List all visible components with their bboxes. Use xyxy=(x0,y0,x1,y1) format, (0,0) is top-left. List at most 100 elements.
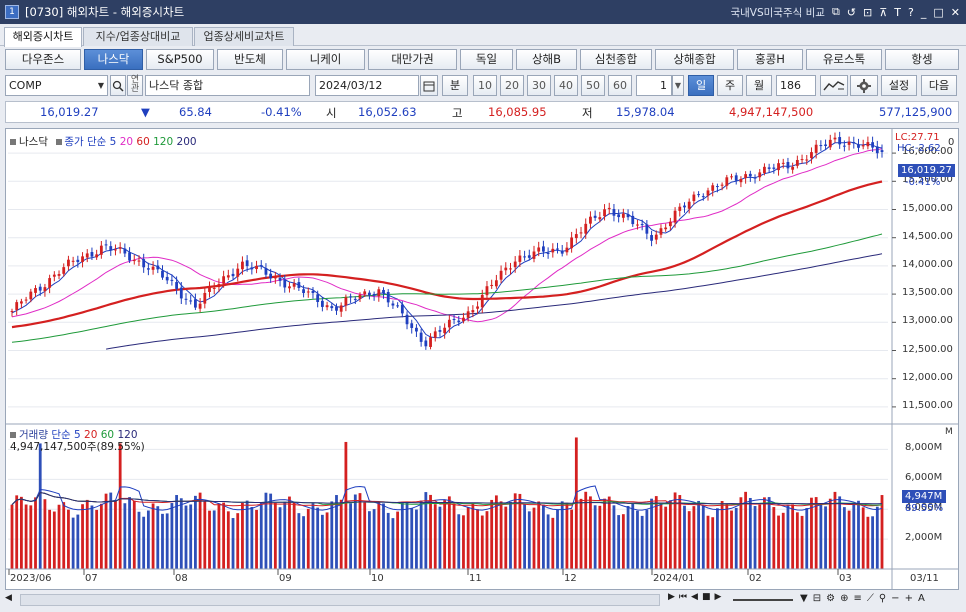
link-icon[interactable]: ⧉ xyxy=(831,5,840,18)
volume-ma-5-line xyxy=(11,485,883,511)
search-button[interactable] xyxy=(110,75,126,96)
market-button-dow[interactable]: 다우존스 xyxy=(5,49,81,70)
market-button-nikkei[interactable]: 니케이 xyxy=(286,49,365,70)
tab-overseas-chart[interactable]: 해외증시차트 xyxy=(4,27,82,47)
maximize-icon[interactable]: □ xyxy=(933,5,944,19)
price-volume-chart[interactable] xyxy=(6,129,958,589)
candle-body xyxy=(382,289,385,294)
interval-60[interactable]: 60 xyxy=(608,75,632,96)
volume-bar xyxy=(565,502,569,569)
volume-ma-120-line xyxy=(11,491,883,506)
market-button-hongkong-h[interactable]: 홍콩H xyxy=(737,49,803,70)
period-dropdown[interactable]: ▼ xyxy=(672,75,684,96)
next-button[interactable]: 다음 xyxy=(921,75,957,96)
compare-label[interactable]: 국내VS미국주식 비교 xyxy=(730,6,825,19)
first-icon[interactable]: ▶ xyxy=(668,592,675,602)
next-icon[interactable]: ■ xyxy=(701,592,711,602)
stack-icon[interactable]: ≡ xyxy=(853,593,862,604)
market-button-hangseng[interactable]: 항셍 xyxy=(885,49,959,70)
candle-body xyxy=(546,253,550,255)
dropdown-arrow-icon[interactable]: ▼ xyxy=(97,81,104,90)
candle-body xyxy=(269,273,273,279)
gear-button[interactable] xyxy=(850,75,878,96)
draw-icon[interactable]: ⟋ xyxy=(866,593,874,604)
vol-legend-ma-5: 5 xyxy=(74,429,81,441)
zoom-slider[interactable] xyxy=(733,599,793,601)
minimize-icon[interactable]: _ xyxy=(920,5,927,19)
market-button-eurostoxx[interactable]: 유로스톡 xyxy=(806,49,882,70)
volume-bar xyxy=(499,501,503,569)
volume-bar xyxy=(175,495,178,569)
code-input[interactable]: COMP ▼ xyxy=(5,75,108,96)
copy-icon[interactable]: ⊡ xyxy=(863,5,873,19)
zoom-out-icon[interactable]: ⚲ xyxy=(878,593,887,604)
count-input[interactable]: 186 xyxy=(776,75,816,96)
last-icon[interactable]: ▶ xyxy=(714,592,722,602)
calendar-button[interactable] xyxy=(420,75,438,96)
help-icon[interactable]: ? xyxy=(908,5,914,19)
plus-icon[interactable]: + xyxy=(904,593,913,604)
market-button-sp500[interactable]: S&P500 xyxy=(146,49,214,70)
volume-bar xyxy=(466,507,470,569)
market-button-taiwan[interactable]: 대만가권 xyxy=(368,49,457,70)
settings-button[interactable]: 설정 xyxy=(881,75,917,96)
interval-30[interactable]: 30 xyxy=(527,75,551,96)
market-button-shanghai-b[interactable]: 상해B xyxy=(516,49,577,70)
chart-type-button[interactable] xyxy=(820,75,848,96)
market-button-nasdaq[interactable]: 나스닥 xyxy=(84,49,143,70)
chart-scrollbar[interactable] xyxy=(20,594,660,606)
volume-bar xyxy=(697,500,700,569)
font-icon[interactable]: A xyxy=(917,593,925,604)
market-button-shenzhen[interactable]: 심천종합 xyxy=(580,49,652,70)
name-field: 나스닥 종합 xyxy=(145,75,310,96)
interval-20[interactable]: 20 xyxy=(500,75,524,96)
day-button[interactable]: 일 xyxy=(688,75,714,96)
dropdown-arrow-icon[interactable]: ▼ xyxy=(800,593,808,604)
volume-bar xyxy=(52,511,56,569)
tab-index-compare[interactable]: 지수/업종상대비교 xyxy=(83,27,193,46)
volume-bar xyxy=(527,511,531,569)
candle-body xyxy=(424,340,428,347)
crosshair-icon[interactable]: ⊕ xyxy=(840,593,849,604)
candle-body xyxy=(476,306,479,309)
market-button-shanghai-comp[interactable]: 상해종합 xyxy=(655,49,734,70)
interval-50[interactable]: 50 xyxy=(581,75,605,96)
candle-body xyxy=(278,277,282,281)
candle-body xyxy=(504,267,508,271)
minus-icon[interactable]: − xyxy=(891,593,900,604)
chart-tool-icon[interactable]: ⊟ xyxy=(812,593,822,604)
vol-legend-ma-60: 60 xyxy=(100,429,115,441)
period-input[interactable]: 1 xyxy=(636,75,672,96)
candle-body xyxy=(38,286,42,291)
candle-body xyxy=(161,270,164,278)
volume-bar xyxy=(546,514,550,569)
pin-icon[interactable]: ⊼ xyxy=(879,5,888,19)
market-button-germany[interactable]: 독일 xyxy=(460,49,513,70)
candle-body xyxy=(763,166,766,174)
prev-icon[interactable]: ⏮ xyxy=(678,592,688,602)
month-button[interactable]: 월 xyxy=(746,75,772,96)
interval-10[interactable]: 10 xyxy=(473,75,497,96)
text-icon[interactable]: T xyxy=(894,5,902,19)
settings-small-icon[interactable]: ⚙ xyxy=(826,593,836,604)
market-button-semiconductor[interactable]: 반도체 xyxy=(217,49,283,70)
week-button[interactable]: 주 xyxy=(717,75,743,96)
candle-body xyxy=(259,265,263,267)
candle-body xyxy=(513,261,517,268)
close-icon[interactable]: ✕ xyxy=(950,5,960,19)
stop-icon[interactable]: ◀ xyxy=(691,592,698,602)
volume-bar xyxy=(838,496,842,569)
scroll-left-icon[interactable]: ◀ xyxy=(5,593,12,603)
chart-area[interactable]: 나스닥 종가 단순 5 20 60 120 200 거래량 단순 5 20 60… xyxy=(5,128,959,590)
volume-bar xyxy=(10,504,14,569)
tab-sector-compare[interactable]: 업종상세비교차트 xyxy=(194,27,294,46)
candle-body xyxy=(861,145,865,147)
minute-label[interactable]: 분 xyxy=(442,75,468,96)
candle-body xyxy=(509,268,512,270)
volume-bar xyxy=(560,501,564,569)
date-input[interactable]: 2024/03/12 xyxy=(315,75,419,96)
restore-icon[interactable]: ↺ xyxy=(846,5,857,19)
interval-40[interactable]: 40 xyxy=(554,75,578,96)
candle-body xyxy=(400,304,404,314)
